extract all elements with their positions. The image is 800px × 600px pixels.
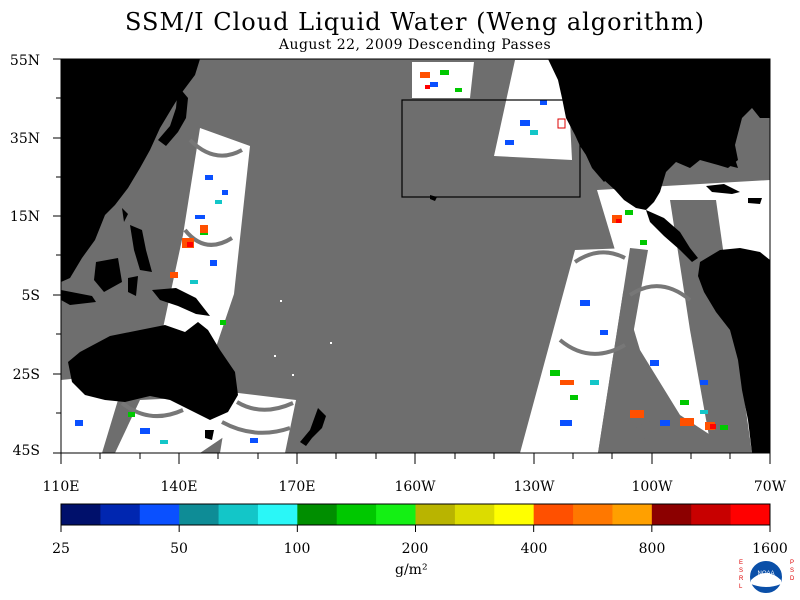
lon-label-140e: 140E: [160, 479, 198, 495]
gap-east-pacific-2: [670, 200, 752, 453]
colorbar-cell: [297, 504, 338, 525]
map-subtitle: August 22, 2009 Descending Passes: [278, 37, 552, 53]
colorbar-ticks: [60, 525, 771, 532]
lon-ticks: [60, 453, 771, 464]
map-title: SSM/I Cloud Liquid Water (Weng algorithm…: [124, 8, 705, 36]
colorbar-cell: [218, 504, 259, 525]
colorbar-label-1600: 1600: [752, 541, 788, 557]
gap-east-pacific: [598, 248, 648, 453]
colorbar-label-25: 25: [52, 541, 70, 557]
colorbar-cell: [612, 504, 653, 525]
colorbar-cell: [533, 504, 574, 525]
colorbar-cell: [336, 504, 377, 525]
lon-label-110e: 110E: [42, 479, 80, 495]
colorbar-cell: [257, 504, 298, 525]
clw-speckles-peak: [187, 85, 716, 429]
colorbar-cell: [61, 504, 101, 525]
colorbar-label-100: 100: [283, 541, 311, 557]
lon-label-160w: 160W: [394, 479, 436, 495]
colorbar-label-400: 400: [520, 541, 548, 557]
lat-label-55n: 55N: [9, 53, 40, 69]
colorbar-cell: [179, 504, 220, 525]
colorbar-cell: [691, 504, 732, 525]
lat-label-35n: 35N: [9, 131, 40, 147]
logo-center-text: NOAA: [757, 571, 774, 577]
lat-label-15n: 15N: [9, 209, 40, 225]
lon-label-70w: 70W: [753, 479, 787, 495]
gap-south-pacific: [620, 420, 650, 453]
land: [61, 59, 770, 453]
clw-speckles-mid: [160, 130, 708, 444]
colorbar-cell: [651, 504, 692, 525]
colorbar-label-800: 800: [638, 541, 666, 557]
lat-label-25s: 25S: [12, 367, 40, 383]
colorbar-cell: [415, 504, 456, 525]
colorbar-cell: [139, 504, 180, 525]
colorbar-units: g/m²: [395, 562, 428, 578]
colorbar: [60, 503, 771, 526]
colorbar-label-200: 200: [401, 541, 429, 557]
colorbar-cell: [573, 504, 613, 525]
colorbar-label-50: 50: [170, 541, 188, 557]
colorbar-cell: [376, 504, 416, 525]
colorbar-cell: [454, 504, 495, 525]
colorbar-cell: [100, 504, 141, 525]
lon-label-100w: 100W: [631, 479, 673, 495]
colorbar-cell: [730, 504, 771, 525]
colorbar-cell: [494, 504, 535, 525]
lat-ticks: [53, 58, 61, 454]
region-box: [401, 99, 581, 198]
swath-north-pacific: [412, 62, 474, 98]
lon-label-130w: 130W: [513, 479, 555, 495]
lat-label-5s: 5S: [21, 288, 41, 304]
station-marker: [557, 118, 566, 129]
swath-northeast-pacific: [494, 60, 572, 160]
lat-label-45s: 45S: [12, 443, 40, 459]
lon-label-170e: 170E: [278, 479, 316, 495]
